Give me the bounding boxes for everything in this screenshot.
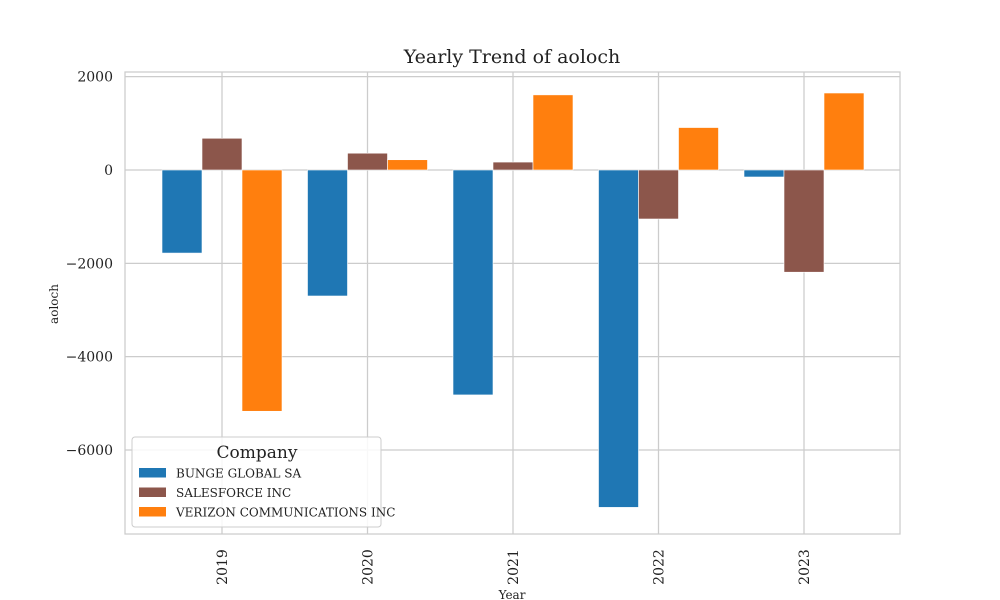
y-axis-label: aoloch — [47, 284, 61, 324]
bar-salesforce-inc-2021 — [492, 161, 534, 171]
x-tick-label: 2022 — [652, 549, 668, 585]
y-tick-label: −4000 — [66, 350, 113, 366]
y-tick-label: 2000 — [77, 70, 113, 86]
legend-swatch — [139, 507, 166, 517]
x-tick-label: 2020 — [361, 549, 377, 585]
bar-verizon-communications-inc-2021 — [532, 94, 574, 171]
x-axis-label: Year — [498, 588, 526, 600]
y-tick-label: −6000 — [66, 443, 113, 459]
legend-label: VERIZON COMMUNICATIONS INC — [175, 506, 395, 520]
bar-bunge-global-sa-2019 — [161, 169, 203, 254]
bar-verizon-communications-inc-2019 — [241, 169, 283, 412]
bar-salesforce-inc-2019 — [201, 137, 243, 171]
y-tick-label: −2000 — [66, 256, 113, 272]
legend-box — [131, 436, 382, 528]
bar-bunge-global-sa-2021 — [452, 169, 494, 396]
x-tick-label: 2023 — [797, 549, 813, 585]
bar-verizon-communications-inc-2022 — [678, 127, 719, 171]
bar-salesforce-inc-2020 — [347, 152, 388, 171]
plot-frame — [124, 71, 901, 535]
x-tick-label: 2019 — [215, 549, 231, 585]
legend-title: Company — [217, 443, 298, 463]
legend-swatch — [139, 487, 166, 497]
legend: Company BUNGE GLOBAL SA SALESFORCE INC VER… — [131, 436, 395, 528]
bar-bunge-global-sa-2020 — [307, 169, 348, 297]
bar-bunge-global-sa-2022 — [598, 169, 639, 508]
legend-entries: BUNGE GLOBAL SA SALESFORCE INC VERIZON COM… — [139, 467, 395, 520]
x-tick-label: 2021 — [506, 549, 522, 585]
legend-swatch — [139, 468, 166, 478]
bar-salesforce-inc-2023 — [783, 169, 825, 273]
legend-label: BUNGE GLOBAL SA — [176, 467, 301, 481]
bar-verizon-communications-inc-2020 — [387, 159, 428, 171]
tick-layer: 2000 0 −2000 −4000 −6000 2019 2020 2021 2022 2023 — [66, 70, 813, 585]
legend-label: SALESFORCE INC — [176, 486, 291, 500]
bar-bunge-global-sa-2023 — [743, 169, 785, 178]
bar-verizon-communications-inc-2023 — [823, 92, 865, 171]
y-tick-label: 0 — [104, 163, 113, 179]
chart-title: Yearly Trend of aoloch — [403, 46, 621, 68]
bar-salesforce-inc-2022 — [638, 169, 679, 220]
bar-layer — [161, 92, 865, 508]
